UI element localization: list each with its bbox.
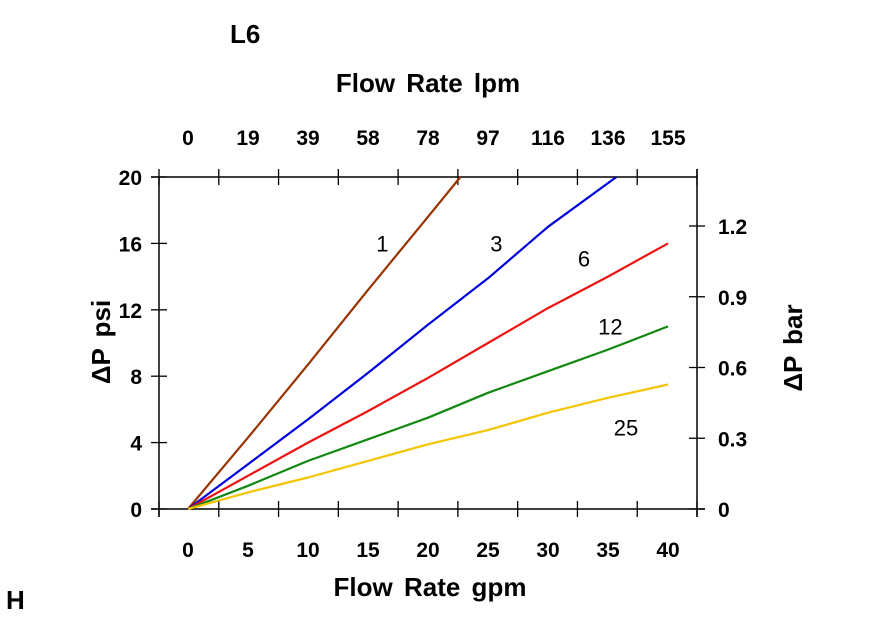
series-labels: 1 3 6 12 25 xyxy=(376,231,638,440)
series-line-3 xyxy=(187,176,618,510)
y2-tick-label: 0.9 xyxy=(718,287,747,310)
x2-tick-label: 39 xyxy=(296,127,319,150)
axis-ticks xyxy=(151,169,705,517)
y-tick-label: 12 xyxy=(119,300,142,323)
y-axis-title: ΔP psi xyxy=(86,300,116,384)
axis-tick-labels: 0 5 10 15 20 25 30 35 400 19 39 58 78 97 116 136 1550481… xyxy=(119,127,748,562)
series-line-1 xyxy=(187,176,462,510)
series-line-6 xyxy=(187,242,669,510)
x-tick-label: 10 xyxy=(296,539,319,562)
y2-tick-label: 0.3 xyxy=(718,428,747,451)
x2-tick-label: 97 xyxy=(476,127,499,150)
y-tick-label: 0 xyxy=(130,499,142,522)
x-tick-label: 0 xyxy=(182,539,194,562)
corner-label-top: L6 xyxy=(230,19,260,49)
x2-tick-label: 136 xyxy=(590,127,625,150)
y2-axis-title: ΔP bar xyxy=(778,304,808,391)
series-label: 12 xyxy=(598,314,622,339)
y2-tick-label: 0 xyxy=(718,499,730,522)
plot-frame xyxy=(151,169,705,517)
x-tick-label: 25 xyxy=(476,539,500,562)
y-tick-label: 8 xyxy=(130,366,142,389)
x2-tick-label: 58 xyxy=(356,127,380,150)
series-label: 3 xyxy=(490,231,502,256)
series-label: 1 xyxy=(376,231,388,256)
y-tick-label: 16 xyxy=(119,233,142,256)
corner-label-bottom: H xyxy=(6,585,25,615)
x2-tick-label: 116 xyxy=(531,127,565,150)
x-tick-label: 20 xyxy=(416,539,439,562)
x2-tick-label: 155 xyxy=(650,127,685,150)
y2-tick-label: 1.2 xyxy=(718,216,747,239)
series-lines xyxy=(187,176,669,511)
y2-tick-label: 0.6 xyxy=(718,358,747,381)
x-axis-title: Flow Rate gpm xyxy=(334,572,527,602)
y-tick-label: 4 xyxy=(130,433,142,456)
x-tick-label: 15 xyxy=(356,539,380,562)
x2-tick-label: 78 xyxy=(416,127,440,150)
x2-tick-label: 0 xyxy=(182,127,194,150)
x2-axis-title: Flow Rate lpm xyxy=(336,68,520,98)
x2-tick-label: 19 xyxy=(236,127,259,150)
x-tick-label: 5 xyxy=(242,539,254,562)
series-line-12 xyxy=(187,325,669,511)
series-label: 25 xyxy=(614,416,638,441)
x-tick-label: 30 xyxy=(536,539,559,562)
x-tick-label: 40 xyxy=(656,539,679,562)
y-tick-label: 20 xyxy=(119,167,142,190)
series-line-25 xyxy=(187,383,669,511)
x-tick-label: 35 xyxy=(596,539,620,562)
series-label: 6 xyxy=(578,246,590,271)
